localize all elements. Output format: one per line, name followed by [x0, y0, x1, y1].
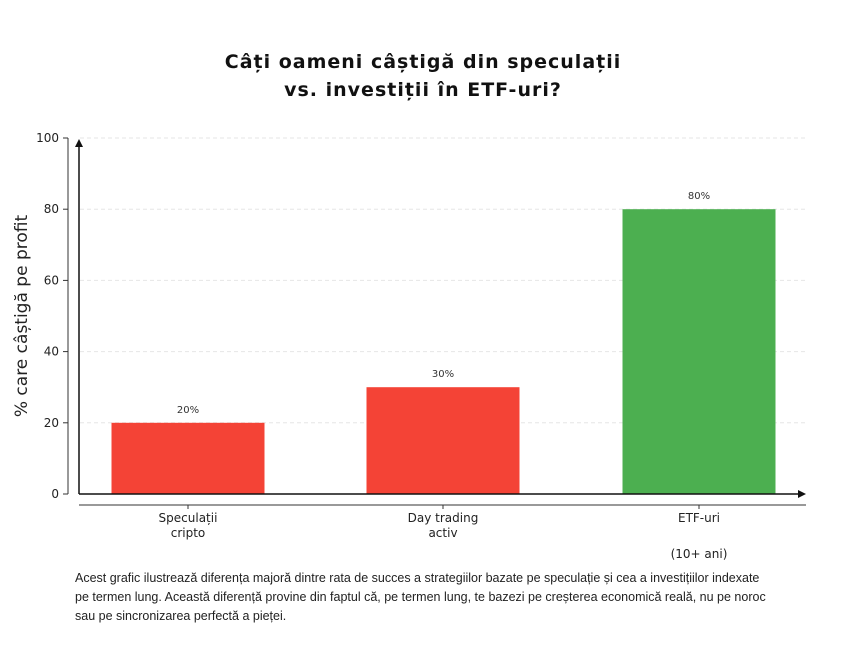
bar [111, 422, 265, 494]
x-tick-label: Speculații [159, 511, 218, 525]
data-label: 30% [432, 369, 454, 380]
y-arrow-head [75, 139, 83, 147]
chart-title-line: vs. investiții în ETF-uri? [284, 79, 562, 101]
y-tick-label: 80 [44, 202, 59, 216]
data-label: 80% [688, 191, 710, 202]
y-axis-label: % care câștigă pe profit [12, 215, 32, 418]
data-label: 20% [177, 405, 199, 416]
bar [366, 387, 520, 494]
y-tick-label: 100 [36, 131, 59, 145]
y-tick-label: 20 [44, 416, 59, 430]
bar [622, 209, 776, 494]
x-arrow-head [798, 490, 806, 498]
x-tick-label: cripto [171, 526, 206, 540]
chart-title-line: Câți oameni câștigă din speculații [225, 51, 622, 73]
x-tick-label: activ [428, 526, 457, 540]
x-tick-label: ETF-uri [678, 511, 720, 525]
y-tick-label: 60 [44, 273, 59, 287]
x-tick-label: (10+ ani) [671, 547, 728, 561]
y-tick-label: 0 [51, 487, 59, 501]
chart-description: Acest grafic ilustrează diferența majoră… [75, 571, 766, 623]
x-tick-label: Day trading [408, 511, 479, 525]
y-tick-label: 40 [44, 345, 59, 359]
